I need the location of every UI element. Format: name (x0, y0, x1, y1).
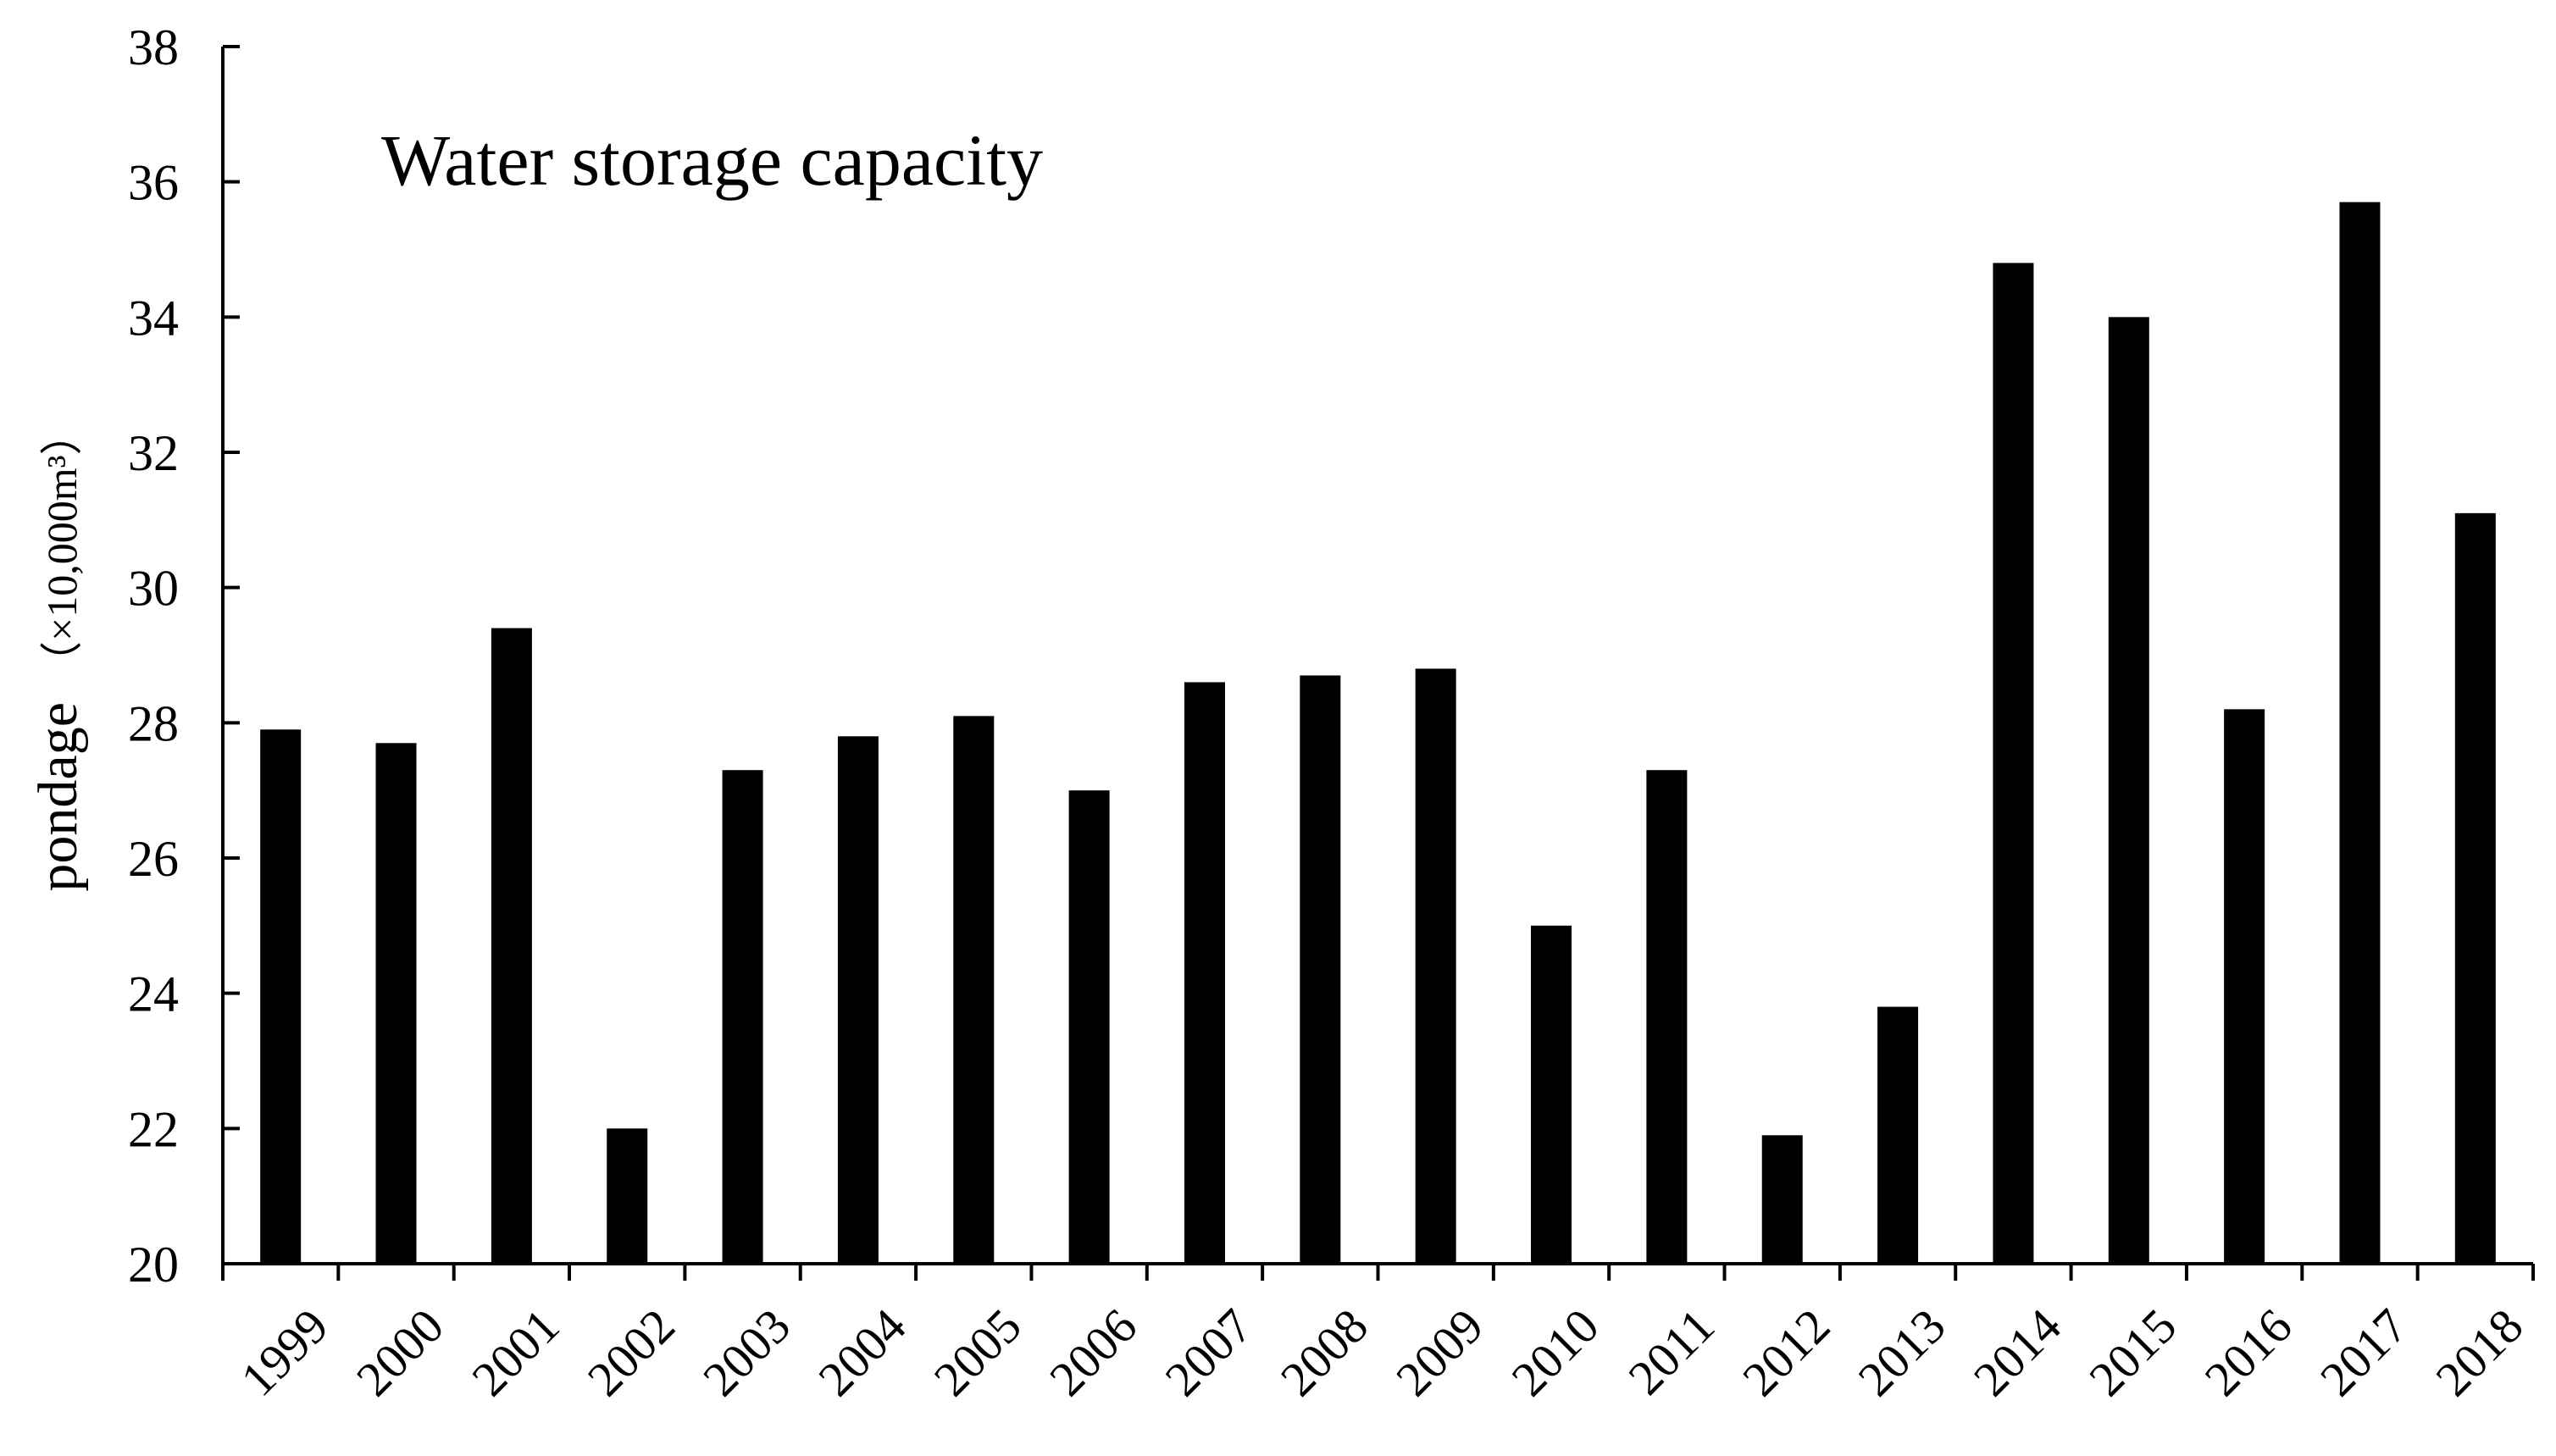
bar-2009 (1415, 668, 1456, 1264)
bar-2010 (1531, 925, 1572, 1264)
y-tick-label-34: 34 (128, 290, 179, 346)
chart-title: Water storage capacity (381, 119, 1043, 201)
y-axis-unit-text: （×10,000m³） (38, 412, 86, 684)
bar-2008 (1300, 675, 1341, 1264)
bar-2013 (1877, 1006, 1919, 1264)
bar-2002 (607, 1128, 648, 1264)
bar-2001 (491, 628, 532, 1264)
bar-2016 (2224, 709, 2265, 1264)
bar-2007 (1184, 682, 1225, 1264)
bar-1999 (260, 729, 302, 1264)
bars-layer (260, 202, 2496, 1264)
y-tick-label-20: 20 (128, 1237, 179, 1293)
y-tick-label-36: 36 (128, 155, 179, 211)
y-tick-label-28: 28 (128, 695, 179, 751)
bar-2012 (1761, 1135, 1803, 1264)
bar-2011 (1646, 770, 1688, 1264)
bar-2000 (375, 743, 417, 1264)
bar-2015 (2108, 317, 2149, 1264)
y-tick-label-30: 30 (128, 561, 179, 617)
bar-2003 (722, 770, 763, 1264)
y-ticks-layer: 20 22 24 26 28 30 32 34 36 38 (128, 19, 240, 1293)
y-tick-label-26: 26 (128, 831, 179, 887)
bar-2017 (2339, 202, 2381, 1264)
y-tick-label-22: 22 (128, 1101, 179, 1157)
y-tick-label-32: 32 (128, 425, 179, 481)
y-tick-label-24: 24 (128, 966, 179, 1022)
y-axis-label-text: pondage (27, 702, 89, 892)
bar-2014 (1993, 263, 2034, 1264)
bar-2004 (837, 736, 879, 1264)
bar-2018 (2454, 512, 2496, 1264)
y-axis-label: pondage （×10,000m³） (27, 412, 89, 891)
bar-2005 (953, 716, 995, 1264)
bar-2006 (1068, 790, 1110, 1264)
y-tick-label-38: 38 (128, 19, 179, 75)
